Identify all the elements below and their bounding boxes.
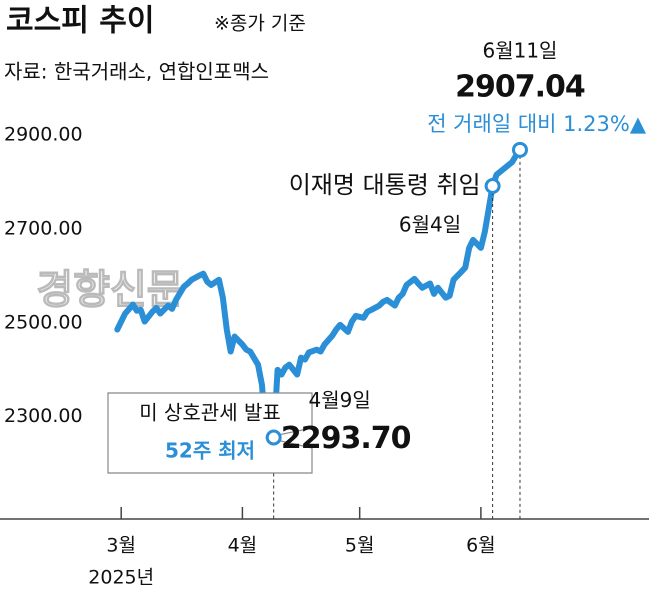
chart-title: 코스피 추이 bbox=[6, 4, 154, 39]
y-tick-label: 2700.00 bbox=[4, 217, 83, 239]
x-axis-label: 2025년 bbox=[88, 567, 154, 589]
watermark: 경향신문 bbox=[36, 267, 183, 313]
annotation-value: 2293.70 bbox=[281, 421, 411, 456]
highlight-point bbox=[484, 177, 501, 194]
source: 자료: 한국거래소, 연합인포맥스 bbox=[4, 60, 269, 84]
highlight-point bbox=[511, 141, 528, 158]
y-tick-label: 2900.00 bbox=[4, 124, 83, 146]
x-tick-label: 6월 bbox=[466, 535, 496, 557]
annotation-note: 전 거래일 대비 1.23%▲ bbox=[427, 112, 647, 136]
chart-subtitle: ※종가 기준 bbox=[214, 13, 306, 35]
annotation-date: 4월9일 bbox=[309, 388, 371, 412]
x-tick-label: 3월 bbox=[106, 535, 136, 557]
x-tick-label: 4월 bbox=[228, 535, 258, 557]
x-tick-label: 5월 bbox=[345, 535, 375, 557]
data-line bbox=[114, 146, 523, 441]
callout-box bbox=[107, 392, 313, 474]
callout-text: 52주 최저 bbox=[165, 439, 255, 463]
highlight-point bbox=[265, 429, 282, 446]
annotation-date: 6월11일 bbox=[482, 39, 557, 63]
annotation-label: 이재명 대통령 취임 bbox=[289, 171, 481, 199]
callout-text: 미 상호관세 발표 bbox=[139, 401, 281, 425]
y-tick-label: 2500.00 bbox=[4, 311, 83, 333]
y-tick-label: 2300.00 bbox=[4, 405, 83, 427]
annotation-date: 6월4일 bbox=[399, 212, 461, 236]
annotation-value: 2907.04 bbox=[455, 70, 585, 105]
